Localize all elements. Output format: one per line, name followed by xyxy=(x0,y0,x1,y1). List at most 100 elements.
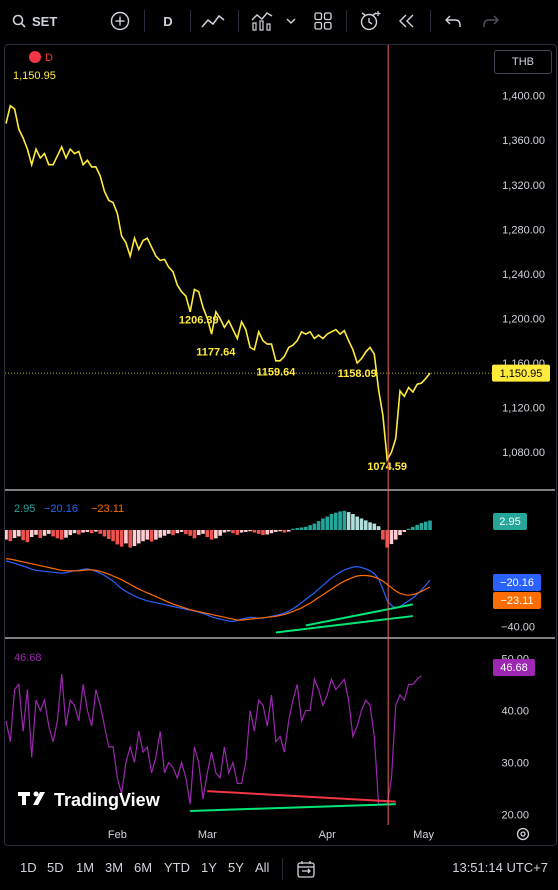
macd-histogram-bar xyxy=(34,530,38,535)
macd-histogram-bar xyxy=(89,530,94,534)
macd-histogram-bar xyxy=(411,526,415,530)
search-icon[interactable] xyxy=(10,0,28,42)
range-all-button[interactable]: All xyxy=(255,860,270,875)
macd-histogram-bar xyxy=(402,530,407,532)
range-1y-button[interactable]: 1Y xyxy=(201,860,217,875)
undo-icon[interactable] xyxy=(442,0,464,42)
macd-histogram-bar xyxy=(239,530,244,533)
macd-histogram-bar xyxy=(162,530,167,536)
macd-signal-badge-text: −23.11 xyxy=(500,595,533,607)
rsi-line xyxy=(5,673,422,805)
range-ytd-button[interactable]: YTD xyxy=(164,860,190,875)
rsi-divergence-lines xyxy=(190,790,396,812)
date-range-icon[interactable] xyxy=(296,858,316,880)
macd-histogram-bar xyxy=(359,518,364,530)
time-tick-label: Apr xyxy=(319,829,336,841)
replay-icon[interactable] xyxy=(396,0,418,42)
chevron-down-icon[interactable] xyxy=(284,0,298,42)
time-tick-label: Feb xyxy=(108,829,127,841)
price-annotation-label: 1158.09 xyxy=(338,368,377,380)
time-axis[interactable]: Feb Mar Apr May xyxy=(108,829,435,841)
chart-frame[interactable] xyxy=(4,44,557,846)
macd-histogram-bar xyxy=(406,528,411,530)
gear-icon[interactable] xyxy=(516,827,530,841)
macd-histogram-bar xyxy=(385,530,389,548)
macd-histogram-bar xyxy=(149,530,154,542)
macd-histogram-bar xyxy=(94,530,98,532)
macd-histogram-bar xyxy=(252,530,257,533)
macd-histogram-bar xyxy=(77,530,81,535)
clock-timezone[interactable]: 13:51:14 UTC+7 xyxy=(452,860,548,875)
price-annotation-label: 1177.64 xyxy=(196,346,236,358)
macd-histogram-bar xyxy=(179,530,184,532)
price-annotations: 1206.39 1177.64 1159.64 1158.09 1074.59 xyxy=(179,314,407,473)
macd-histogram-bar xyxy=(55,530,60,539)
symbol-label[interactable]: SET xyxy=(32,13,58,29)
macd-histogram-bar xyxy=(98,530,103,534)
macd-hist-badge-text: 2.95 xyxy=(499,516,520,528)
macd-histogram-bar xyxy=(119,530,124,547)
macd-histogram-bar xyxy=(64,530,68,538)
macd-histogram-bar xyxy=(5,530,8,540)
macd-signal-line xyxy=(5,558,431,621)
macd-histogram-bar xyxy=(346,512,351,530)
macd-histogram-bar xyxy=(38,530,43,538)
macd-histogram-bar xyxy=(132,530,137,546)
compare-add-icon[interactable] xyxy=(108,0,132,42)
macd-histogram-bar xyxy=(291,528,295,530)
macd-histogram-bar xyxy=(299,527,304,530)
macd-histogram-bar xyxy=(115,530,120,545)
macd-histogram-bar xyxy=(389,530,394,545)
macd-histogram-bar xyxy=(72,530,77,534)
macd-histogram-bar xyxy=(329,514,334,530)
layout-grid-icon[interactable] xyxy=(312,0,334,42)
macd-histogram-bar xyxy=(154,530,158,540)
range-1d-button[interactable]: 1D xyxy=(20,860,37,875)
macd-histogram-bar xyxy=(214,530,218,539)
macd-histogram-bar xyxy=(333,512,338,530)
range-5y-button[interactable]: 5Y xyxy=(228,860,244,875)
time-tick-label: Mar xyxy=(198,829,217,841)
macd-histogram-bar xyxy=(423,521,428,530)
macd-histogram-bar xyxy=(175,530,180,534)
last-price-badge-text: 1,150.95 xyxy=(500,368,543,380)
price-tick-label: 1,240.00 xyxy=(502,269,545,281)
macd-histogram-bar xyxy=(415,524,419,530)
interval-button[interactable]: D xyxy=(163,13,173,29)
macd-histogram-bar xyxy=(321,518,325,530)
macd-divergence-line xyxy=(305,603,414,627)
macd-histogram-bar xyxy=(303,526,308,530)
macd-histogram-bar xyxy=(21,530,25,541)
macd-axis: −40.00 xyxy=(501,622,535,634)
macd-histogram-bar xyxy=(25,530,30,543)
macd-histogram-bar xyxy=(355,516,359,530)
macd-histogram-bar xyxy=(372,523,377,530)
macd-histogram-bar xyxy=(158,530,162,538)
macd-divergence-line xyxy=(275,615,413,634)
range-1m-button[interactable]: 1M xyxy=(76,860,95,875)
range-6m-button[interactable]: 6M xyxy=(134,860,153,875)
line-chart-type-icon[interactable] xyxy=(200,0,226,42)
macd-histogram-bar xyxy=(51,530,55,537)
macd-signal-badge xyxy=(493,592,541,609)
alert-clock-icon[interactable] xyxy=(358,0,382,42)
toolbar-divider xyxy=(430,10,431,32)
macd-histogram-bar xyxy=(8,530,13,542)
currency-button[interactable]: THB xyxy=(494,50,552,74)
macd-histogram-bar xyxy=(209,530,214,540)
toolbar-divider xyxy=(238,10,239,32)
price-axis: 1,400.00 1,360.00 1,320.00 1,280.00 1,240.00… xyxy=(502,91,545,459)
redo-icon[interactable] xyxy=(480,0,502,42)
macd-histogram-bar xyxy=(201,530,205,534)
macd-line xyxy=(5,560,431,623)
macd-histogram-bar xyxy=(274,530,278,532)
macd-histogram-bar xyxy=(81,530,85,533)
range-3m-button[interactable]: 3M xyxy=(105,860,124,875)
top-toolbar: SET D xyxy=(0,0,558,42)
range-5d-button[interactable]: 5D xyxy=(47,860,64,875)
price-tick-label: 1,320.00 xyxy=(502,180,545,192)
macd-histogram-bar xyxy=(102,530,107,537)
indicators-icon[interactable] xyxy=(250,0,274,42)
